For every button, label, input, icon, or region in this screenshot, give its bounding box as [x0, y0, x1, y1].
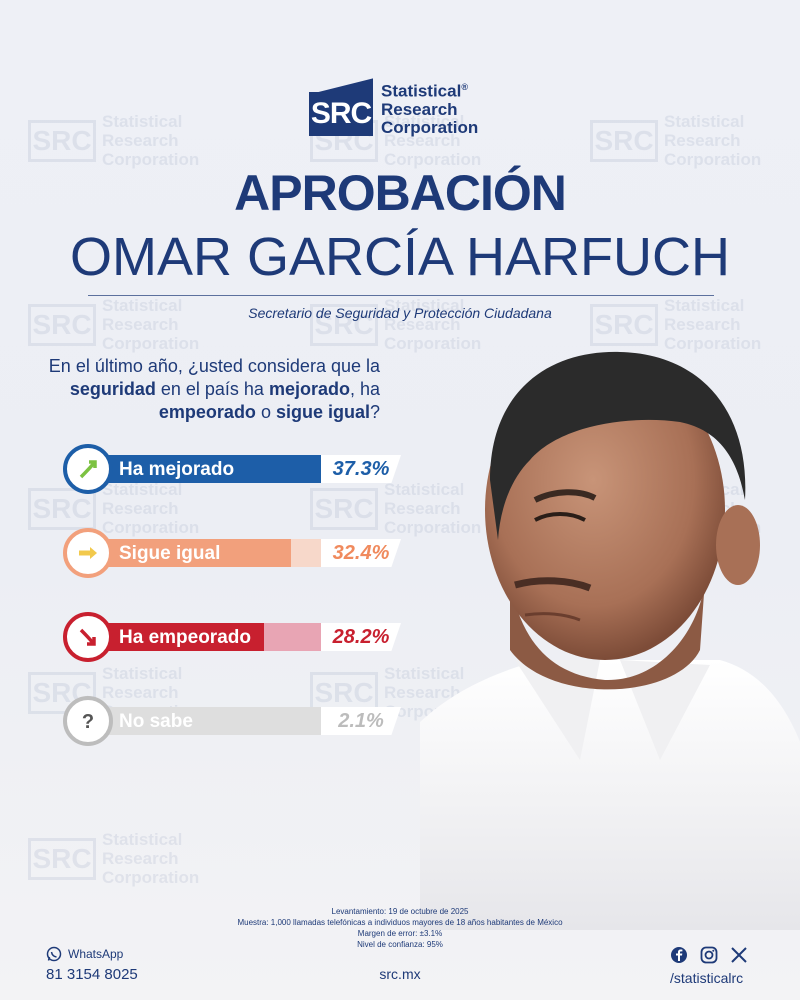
bar [89, 455, 321, 483]
bar-value-label: 2.1% [321, 707, 401, 735]
logo-name: Statistical® Research Corporation [381, 81, 479, 137]
bar-row: Ha empeorado 28.2% [63, 612, 403, 662]
question-part: empeorado [158, 402, 256, 422]
bar-category-label: Ha empeorado [119, 627, 251, 648]
bar-track: Ha mejorado [89, 455, 383, 483]
instagram-icon[interactable] [700, 946, 718, 964]
subtitle: Secretario de Seguridad y Protección Ciu… [248, 305, 552, 321]
arrow-right-icon [63, 528, 113, 578]
bar-row: Sigue igual 32.4% [63, 528, 403, 578]
survey-question: En el último año, ¿usted considera que l… [40, 355, 380, 424]
bar-track: No sabe [89, 707, 383, 735]
facebook-icon[interactable] [670, 946, 688, 964]
title-approval: APROBACIÓN [234, 165, 567, 221]
arrow-up-right-icon [63, 444, 113, 494]
whatsapp-label: WhatsApp [68, 947, 124, 961]
bar-value-label: 28.2% [321, 623, 401, 651]
bar-remainder [291, 539, 325, 567]
x-icon[interactable] [730, 946, 748, 964]
portrait-photo [420, 351, 800, 930]
question-part: en el país ha [155, 379, 269, 399]
bar-remainder [102, 707, 325, 735]
bar [89, 539, 291, 567]
question-part: o [255, 402, 276, 422]
social-handle[interactable]: /statisticalrc [670, 970, 744, 986]
logo-mark: SRC [309, 78, 373, 137]
title-person: OMAR GARCÍA HARFUCH [69, 227, 731, 287]
social-links: /statisticalrc [670, 946, 748, 986]
bar-value-label: 32.4% [321, 539, 401, 567]
methodology-note: Levantamiento: 19 de octubre de 2025 Mue… [237, 907, 563, 949]
bar-row: Ha mejorado 37.3% [63, 444, 403, 494]
bar-track: Ha empeorado [89, 623, 383, 651]
phone-number[interactable]: 81 3154 8025 [46, 966, 138, 983]
bar [89, 623, 264, 651]
title-divider [88, 295, 714, 296]
bar-category-label: Ha mejorado [119, 459, 235, 480]
whatsapp-icon [46, 946, 62, 962]
question-part: seguridad [69, 379, 156, 399]
question-mark-icon: ? [63, 696, 113, 746]
website-link[interactable]: src.mx [379, 966, 421, 982]
bar-track: Sigue igual [89, 539, 383, 567]
question-part: En el último año, ¿usted considera que l… [48, 356, 380, 376]
question-part: sigue igual [275, 402, 370, 422]
bar-row: No sabe 2.1%? [63, 696, 403, 746]
bar-category-label: No sabe [119, 711, 193, 732]
bar-category-label: Sigue igual [119, 543, 221, 564]
question-part: , ha [349, 379, 380, 399]
bar-value-label: 37.3% [321, 455, 401, 483]
bar-remainder [264, 623, 325, 651]
question-part: ? [369, 402, 380, 422]
svg-text:?: ? [82, 711, 94, 733]
arrow-down-right-icon [63, 612, 113, 662]
contact-info: WhatsApp 81 3154 8025 [46, 946, 138, 983]
src-logo: SRC Statistical® Research Corporation [309, 78, 478, 137]
question-part: mejorado [268, 379, 350, 399]
